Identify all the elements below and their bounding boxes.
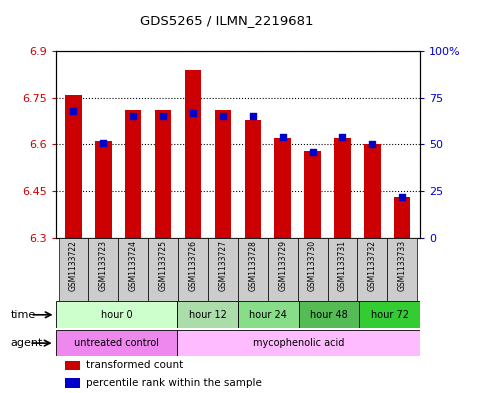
Bar xyxy=(178,238,208,301)
Bar xyxy=(88,238,118,301)
Point xyxy=(189,110,197,116)
Bar xyxy=(95,141,112,238)
Text: hour 12: hour 12 xyxy=(188,310,227,320)
Text: GSM1133729: GSM1133729 xyxy=(278,240,287,291)
Text: GSM1133723: GSM1133723 xyxy=(99,240,108,291)
Bar xyxy=(56,330,177,356)
Point xyxy=(309,149,316,155)
Bar xyxy=(357,238,387,301)
Text: hour 72: hour 72 xyxy=(371,310,409,320)
Bar xyxy=(177,301,238,328)
Text: GSM1133728: GSM1133728 xyxy=(248,240,257,290)
Bar xyxy=(185,70,201,238)
Point xyxy=(219,113,227,119)
Text: GSM1133731: GSM1133731 xyxy=(338,240,347,291)
Text: GSM1133733: GSM1133733 xyxy=(398,240,407,291)
Bar xyxy=(298,301,359,328)
Point xyxy=(159,113,167,119)
Bar xyxy=(238,238,268,301)
Bar xyxy=(215,110,231,238)
Bar xyxy=(334,138,351,238)
Point xyxy=(369,141,376,148)
Bar xyxy=(298,238,327,301)
Text: untreated control: untreated control xyxy=(74,338,159,348)
Bar xyxy=(244,119,261,238)
Text: hour 0: hour 0 xyxy=(100,310,132,320)
Bar xyxy=(65,378,80,387)
Bar xyxy=(118,238,148,301)
Point xyxy=(99,140,107,146)
Bar xyxy=(155,110,171,238)
Text: GSM1133726: GSM1133726 xyxy=(188,240,198,291)
Bar xyxy=(327,238,357,301)
Text: GSM1133725: GSM1133725 xyxy=(158,240,168,291)
Bar xyxy=(56,301,177,328)
Text: mycophenolic acid: mycophenolic acid xyxy=(253,338,344,348)
Bar xyxy=(125,110,142,238)
Text: transformed count: transformed count xyxy=(86,360,183,371)
Bar xyxy=(177,330,420,356)
Bar xyxy=(268,238,298,301)
Text: GSM1133732: GSM1133732 xyxy=(368,240,377,291)
Text: GSM1133727: GSM1133727 xyxy=(218,240,227,291)
Point xyxy=(279,134,286,140)
Text: time: time xyxy=(11,310,36,320)
Point xyxy=(129,113,137,119)
Bar xyxy=(364,145,381,238)
Bar xyxy=(304,151,321,238)
Text: hour 48: hour 48 xyxy=(310,310,348,320)
Bar xyxy=(58,238,88,301)
Bar xyxy=(387,238,417,301)
Bar xyxy=(394,197,411,238)
Bar xyxy=(274,138,291,238)
Bar xyxy=(65,361,80,370)
Point xyxy=(70,108,77,114)
Text: GSM1133724: GSM1133724 xyxy=(129,240,138,291)
Text: GDS5265 / ILMN_2219681: GDS5265 / ILMN_2219681 xyxy=(140,14,314,27)
Bar xyxy=(65,95,82,238)
Text: percentile rank within the sample: percentile rank within the sample xyxy=(86,378,262,388)
Text: agent: agent xyxy=(11,338,43,348)
Text: GSM1133722: GSM1133722 xyxy=(69,240,78,290)
Point xyxy=(249,113,256,119)
Bar xyxy=(208,238,238,301)
Bar xyxy=(148,238,178,301)
Text: GSM1133730: GSM1133730 xyxy=(308,240,317,291)
Text: hour 24: hour 24 xyxy=(249,310,287,320)
Point xyxy=(339,134,346,140)
Bar xyxy=(359,301,420,328)
Point xyxy=(398,193,406,200)
Bar xyxy=(238,301,298,328)
